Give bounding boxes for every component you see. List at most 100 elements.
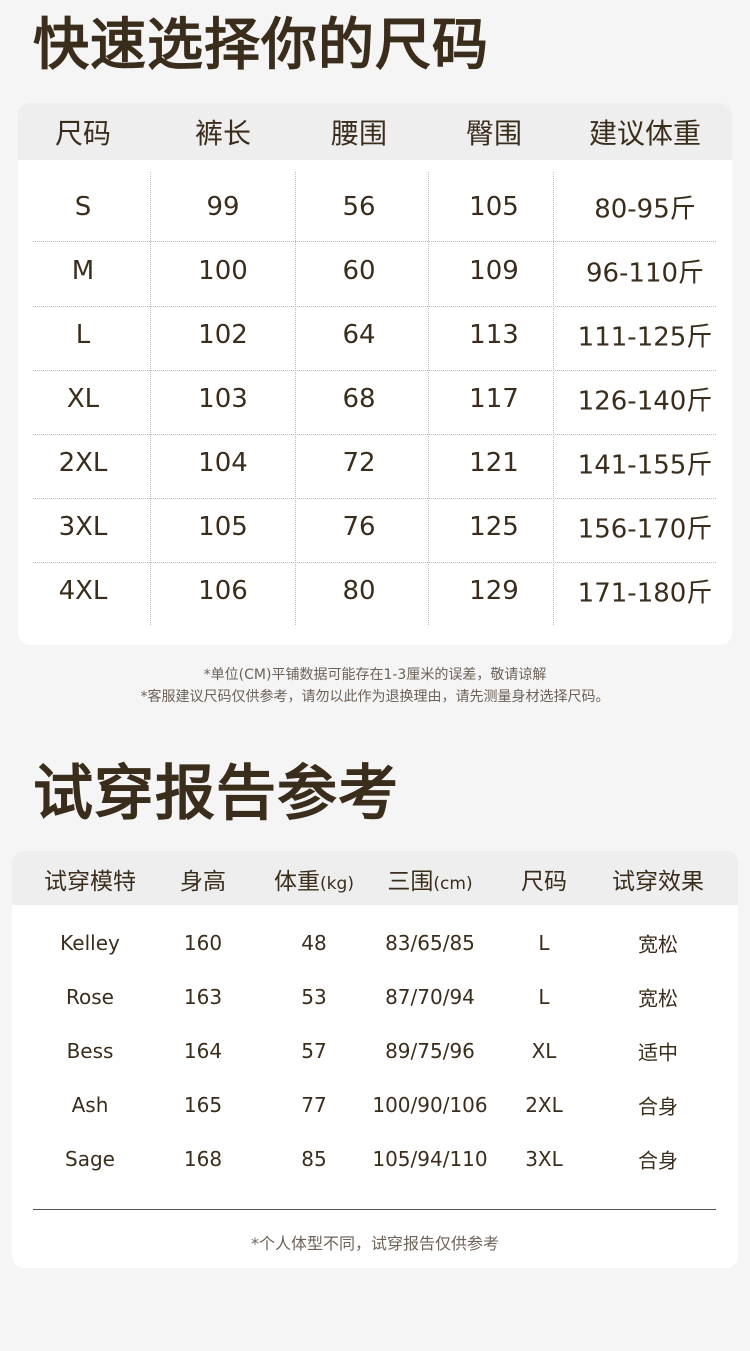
table-cell: 109: [469, 256, 519, 286]
table-cell: 164: [183, 1039, 223, 1063]
header-label: 试穿模特: [44, 869, 136, 895]
divider: [33, 1209, 716, 1210]
table-cell: 156-170斤: [577, 514, 713, 545]
table-cell: Kelley: [60, 931, 120, 955]
header-cell: 臀围: [465, 117, 523, 150]
table-cell: 100/90/106: [372, 1093, 488, 1117]
table-cell: M: [71, 256, 95, 286]
row-divider: [33, 562, 716, 563]
table-cell: 77: [301, 1093, 327, 1117]
header-cell: 裤长: [194, 117, 252, 150]
table-cell: 171-180斤: [577, 578, 713, 609]
fit-report-note: *个人体型不同，试穿报告仅供参考: [250, 1234, 499, 1253]
row-divider: [33, 370, 716, 371]
table-cell: S: [74, 192, 92, 222]
header-cell: 试穿效果: [612, 862, 704, 896]
fit-report-table: 试穿模特 身高 体重(kg) 三围(cm) 尺码 试穿效果 Kelley 160 48 83/6…: [12, 851, 738, 1268]
table-cell: 72: [342, 448, 376, 478]
table-cell: 60: [342, 256, 376, 286]
header-label: 试穿效果: [612, 869, 704, 895]
table-cell: 168: [183, 1147, 223, 1171]
table-cell: Rose: [66, 985, 114, 1009]
header-cell: 试穿模特: [44, 862, 136, 896]
table-cell: 121: [469, 448, 519, 478]
table-cell: 89/75/96: [385, 1039, 475, 1063]
table-cell: 3XL: [58, 512, 108, 542]
header-cell: 三围(cm): [387, 862, 472, 896]
table-cell: 53: [301, 985, 327, 1009]
table-cell: 适中: [638, 1040, 678, 1065]
size-chart-title: 快速选择你的尺码: [33, 13, 489, 78]
header-cell: 尺码: [521, 862, 567, 896]
header-label: 体重: [274, 869, 321, 895]
table-cell: 113: [469, 320, 519, 350]
table-cell: 111-125斤: [577, 322, 713, 353]
table-cell: 141-155斤: [577, 450, 713, 481]
table-cell: 102: [198, 320, 248, 350]
table-cell: Bess: [66, 1039, 114, 1063]
row-divider: [33, 434, 716, 435]
table-cell: Sage: [65, 1147, 115, 1171]
fit-report-title: 试穿报告参考: [33, 759, 399, 829]
size-chart-table: 尺码 裤长 腰围 臀围 建议体重 S 99 56 105 80-95斤 M 100 60 109 96-1…: [18, 103, 732, 645]
table-cell: 4XL: [58, 576, 108, 606]
table-cell: 105/94/110: [372, 1147, 488, 1171]
header-cell: 尺码: [54, 117, 112, 150]
table-cell: Ash: [71, 1093, 109, 1117]
fit-report-header: 试穿模特 身高 体重(kg) 三围(cm) 尺码 试穿效果: [12, 851, 738, 905]
table-cell: 106: [198, 576, 248, 606]
column-divider: [553, 172, 554, 625]
table-cell: 合身: [638, 1148, 678, 1173]
header-label: 三围: [387, 869, 434, 895]
table-cell: 163: [183, 985, 223, 1009]
header-cell: 建议体重: [588, 117, 702, 150]
table-cell: XL: [531, 1039, 557, 1063]
table-cell: 57: [301, 1039, 327, 1063]
table-cell: XL: [66, 384, 100, 414]
table-cell: 105: [198, 512, 248, 542]
column-divider: [295, 172, 296, 625]
table-cell: L: [538, 985, 550, 1009]
header-unit: (kg): [320, 874, 354, 894]
table-cell: 105: [469, 192, 519, 222]
table-cell: 76: [342, 512, 376, 542]
table-cell: 合身: [638, 1094, 678, 1119]
row-divider: [33, 241, 716, 242]
table-cell: 117: [469, 384, 519, 414]
table-cell: 64: [342, 320, 376, 350]
header-label: 尺码: [521, 869, 567, 895]
table-cell: 2XL: [525, 1093, 563, 1117]
table-cell: 48: [301, 931, 327, 955]
table-cell: 80: [342, 576, 376, 606]
table-cell: 2XL: [58, 448, 108, 478]
table-cell: L: [75, 320, 91, 350]
table-cell: 83/65/85: [385, 931, 475, 955]
table-cell: 宽松: [638, 986, 678, 1011]
table-cell: 100: [198, 256, 248, 286]
table-cell: 103: [198, 384, 248, 414]
row-divider: [33, 498, 716, 499]
table-cell: 99: [206, 192, 240, 222]
table-cell: 126-140斤: [577, 386, 713, 417]
table-cell: 125: [469, 512, 519, 542]
column-divider: [150, 172, 151, 625]
header-unit: (cm): [433, 874, 473, 894]
table-cell: 129: [469, 576, 519, 606]
row-divider: [33, 306, 716, 307]
size-note-2: *客服建议尺码仅供参考，请勿以此作为退换理由，请先测量身材选择尺码。: [140, 689, 610, 705]
header-cell: 体重(kg): [274, 862, 354, 896]
table-cell: 80-95斤: [594, 194, 696, 225]
table-cell: L: [538, 931, 550, 955]
header-label: 身高: [180, 869, 226, 895]
table-cell: 68: [342, 384, 376, 414]
table-cell: 96-110斤: [585, 258, 705, 289]
table-cell: 87/70/94: [385, 985, 475, 1009]
table-cell: 165: [183, 1093, 223, 1117]
table-cell: 56: [342, 192, 376, 222]
header-cell: 腰围: [330, 117, 388, 150]
size-chart-header: 尺码 裤长 腰围 臀围 建议体重: [18, 103, 732, 160]
column-divider: [428, 172, 429, 625]
table-cell: 85: [301, 1147, 327, 1171]
header-cell: 身高: [180, 862, 226, 896]
table-cell: 3XL: [525, 1147, 563, 1171]
